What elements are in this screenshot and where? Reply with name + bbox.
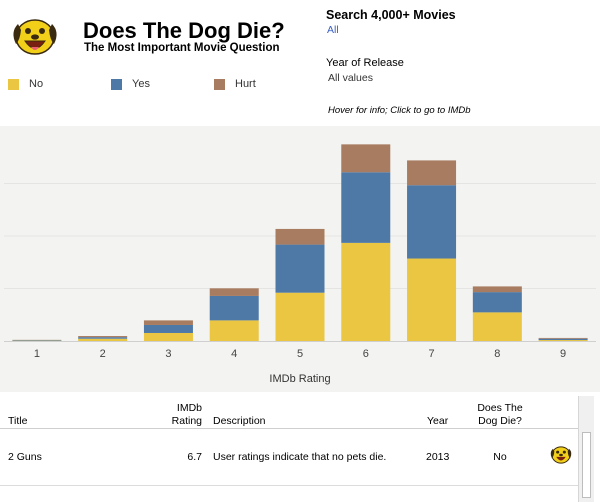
bar-no-8[interactable] bbox=[472, 312, 522, 341]
bar-hurt-2[interactable] bbox=[78, 336, 128, 338]
table-scrollbar[interactable] bbox=[578, 396, 594, 502]
legend-swatch-no bbox=[8, 78, 19, 90]
table-row-divider bbox=[0, 485, 578, 486]
bar-hurt-9[interactable] bbox=[538, 337, 588, 339]
bar-hurt-7[interactable] bbox=[407, 160, 457, 186]
x-tick-label: 1 bbox=[34, 348, 40, 360]
x-axis-label: IMDb Rating bbox=[269, 373, 330, 385]
bar-yes-5[interactable] bbox=[275, 244, 325, 293]
legend-item-no[interactable]: No bbox=[8, 77, 43, 91]
legend-swatch-hurt bbox=[214, 78, 225, 90]
bar-yes-9[interactable] bbox=[538, 338, 588, 341]
x-tick-label: 9 bbox=[560, 348, 566, 360]
bar-yes-6[interactable] bbox=[341, 172, 391, 243]
x-tick-label: 3 bbox=[165, 348, 171, 360]
year-filter-label: Year of Release bbox=[326, 57, 404, 69]
x-tick-label: 7 bbox=[428, 348, 434, 360]
bar-yes-7[interactable] bbox=[407, 185, 457, 259]
legend-label-no: No bbox=[29, 78, 44, 90]
bar-no-3[interactable] bbox=[143, 332, 193, 341]
bar-yes-2[interactable] bbox=[78, 337, 128, 339]
bar-hurt-4[interactable] bbox=[209, 288, 259, 296]
column-header-year[interactable]: Year bbox=[427, 415, 449, 427]
movie-table bbox=[0, 392, 600, 502]
x-tick-label: 8 bbox=[494, 348, 500, 360]
bar-yes-4[interactable] bbox=[209, 295, 259, 321]
bar-hurt-3[interactable] bbox=[143, 320, 193, 325]
row-dog-dies: No bbox=[493, 451, 507, 463]
row-title[interactable]: 2 Guns bbox=[8, 451, 42, 463]
dog-face-icon bbox=[13, 19, 57, 55]
bar-no-2[interactable] bbox=[78, 338, 128, 341]
legend-item-yes[interactable]: Yes bbox=[111, 77, 150, 91]
row-year: 2013 bbox=[426, 451, 450, 463]
bar-yes-1[interactable] bbox=[12, 340, 62, 341]
row-description: User ratings indicate that no pets die. bbox=[213, 451, 387, 463]
bar-yes-3[interactable] bbox=[143, 324, 193, 333]
row-rating: 6.7 bbox=[187, 451, 202, 463]
bar-no-4[interactable] bbox=[209, 320, 259, 341]
x-tick-label: 2 bbox=[100, 348, 106, 360]
rating-bar-chart: 1 2 3 4 5 6 7 8 9 IMDb Rating bbox=[4, 144, 596, 385]
legend-item-hurt[interactable]: Hurt bbox=[214, 77, 256, 91]
bar-no-7[interactable] bbox=[407, 258, 457, 341]
table-header-divider bbox=[0, 428, 578, 429]
bar-no-5[interactable] bbox=[275, 292, 325, 341]
bar-yes-8[interactable] bbox=[472, 292, 522, 313]
year-filter-dropdown[interactable]: All values bbox=[328, 72, 373, 84]
bar-no-9[interactable] bbox=[538, 340, 588, 341]
column-header-title[interactable]: Title bbox=[8, 415, 28, 427]
bar-hurt-6[interactable] bbox=[341, 144, 391, 173]
app-subtitle: The Most Important Movie Question bbox=[84, 42, 280, 54]
legend-swatch-yes bbox=[111, 78, 122, 90]
dog-face-icon[interactable] bbox=[548, 444, 574, 465]
app-title: Does The Dog Die? bbox=[83, 18, 285, 43]
column-header-description[interactable]: Description bbox=[213, 415, 266, 427]
legend-label-hurt: Hurt bbox=[235, 78, 256, 90]
search-filter-dropdown[interactable]: All bbox=[327, 24, 339, 36]
legend-label-yes: Yes bbox=[132, 78, 150, 90]
column-header-dog-dies[interactable]: Does The Dog Die? bbox=[477, 402, 523, 427]
scrollbar-thumb[interactable] bbox=[582, 432, 591, 498]
search-filter-title: Search 4,000+ Movies bbox=[326, 8, 456, 22]
column-header-rating[interactable]: IMDb Rating bbox=[171, 402, 202, 427]
x-tick-label: 5 bbox=[297, 348, 303, 360]
bar-hurt-8[interactable] bbox=[472, 286, 522, 293]
x-tick-label: 4 bbox=[231, 348, 237, 360]
bar-no-6[interactable] bbox=[341, 242, 391, 341]
x-tick-label: 6 bbox=[363, 348, 369, 360]
hover-instructions: Hover for info; Click to go to IMDb bbox=[328, 105, 471, 116]
chart-panel: 1 2 3 4 5 6 7 8 9 IMDb Rating bbox=[0, 126, 600, 392]
bar-hurt-5[interactable] bbox=[275, 228, 325, 245]
